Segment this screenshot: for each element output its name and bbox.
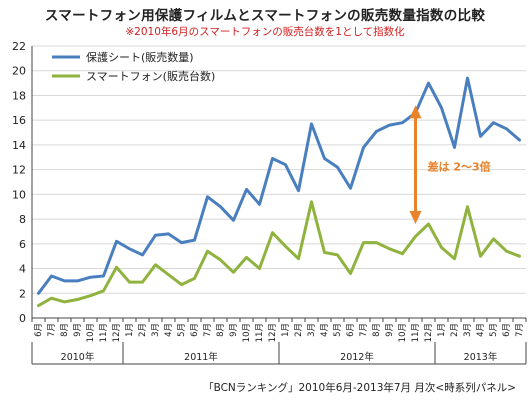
x-tick-label: 2月 bbox=[294, 323, 304, 337]
x-tick-label: 9月 bbox=[229, 323, 239, 337]
y-tick-label: 2 bbox=[19, 287, 26, 300]
y-tick-label: 4 bbox=[19, 263, 26, 276]
x-tick-label: 10月 bbox=[242, 323, 252, 342]
x-tick-label: 5月 bbox=[489, 323, 499, 337]
series-line-1 bbox=[37, 200, 521, 308]
x-tick-label: 3月 bbox=[463, 323, 473, 337]
x-tick-label: 11月 bbox=[411, 323, 421, 342]
x-tick-label: 4月 bbox=[476, 323, 486, 337]
x-tick-label: 6月 bbox=[190, 323, 200, 337]
x-tick-label: 9月 bbox=[73, 323, 83, 337]
x-tick-label: 8月 bbox=[216, 323, 226, 337]
x-tick-label: 10月 bbox=[86, 323, 96, 342]
x-tick-label: 1月 bbox=[437, 323, 447, 337]
x-tick-label: 4月 bbox=[320, 323, 330, 337]
year-label: 2013年 bbox=[464, 351, 498, 363]
chart-subtitle: ※2010年6月のスマートフォンの販売台数を1として指数化 bbox=[125, 26, 405, 38]
y-tick-label: 22 bbox=[12, 40, 26, 53]
x-tick-label: 12月 bbox=[268, 323, 278, 342]
legend-label: スマートフォン(販売台数) bbox=[86, 69, 215, 83]
y-tick-label: 14 bbox=[12, 139, 26, 152]
y-tick-label: 8 bbox=[19, 213, 26, 226]
x-tick-label: 6月 bbox=[502, 323, 512, 337]
x-tick-label: 7月 bbox=[359, 323, 369, 337]
x-tick-label: 8月 bbox=[60, 323, 70, 337]
x-tick-label: 5月 bbox=[333, 323, 343, 337]
x-tick-label: 12月 bbox=[112, 323, 122, 342]
annotation-arrow-head-up bbox=[409, 105, 422, 119]
year-label: 2012年 bbox=[340, 351, 374, 363]
x-tick-label: 2月 bbox=[138, 323, 148, 337]
year-label: 2011年 bbox=[184, 351, 218, 363]
x-tick-label: 12月 bbox=[424, 323, 434, 342]
x-tick-label: 7月 bbox=[203, 323, 213, 337]
source-note: 「BCNランキング」2010年6月-2013年7月 月次<時系列パネル> bbox=[203, 382, 516, 394]
x-tick-label: 1月 bbox=[125, 323, 135, 337]
x-tick-label: 11月 bbox=[99, 323, 109, 342]
y-tick-label: 0 bbox=[19, 312, 26, 325]
annotation-label: 差は 2〜3倍 bbox=[428, 160, 491, 174]
chart-title: スマートフォン用保護フィルムとスマートフォンの販売数量指数の比較 bbox=[44, 8, 486, 24]
x-tick-label: 1月 bbox=[281, 323, 291, 337]
y-tick-label: 20 bbox=[12, 65, 26, 78]
x-tick-label: 6月 bbox=[34, 323, 44, 337]
legend-label: 保護シート(販売数量) bbox=[86, 50, 194, 64]
x-tick-label: 7月 bbox=[47, 323, 57, 337]
x-tick-label: 3月 bbox=[307, 323, 317, 337]
x-tick-label: 11月 bbox=[255, 323, 265, 342]
y-tick-label: 6 bbox=[19, 238, 26, 251]
annotation-arrow-head-down bbox=[409, 211, 422, 225]
x-tick-label: 9月 bbox=[385, 323, 395, 337]
x-tick-label: 10月 bbox=[398, 323, 408, 342]
x-tick-label: 7月 bbox=[515, 323, 525, 337]
y-tick-label: 10 bbox=[12, 188, 26, 201]
series-line-2 bbox=[37, 76, 521, 295]
y-tick-label: 16 bbox=[12, 114, 26, 127]
x-tick-label: 2月 bbox=[450, 323, 460, 337]
x-tick-label: 4月 bbox=[164, 323, 174, 337]
x-tick-label: 3月 bbox=[151, 323, 161, 337]
y-tick-label: 12 bbox=[12, 164, 26, 177]
x-tick-label: 8月 bbox=[372, 323, 382, 337]
year-label: 2010年 bbox=[61, 351, 95, 363]
x-tick-label: 5月 bbox=[177, 323, 187, 337]
y-tick-label: 18 bbox=[12, 89, 26, 102]
x-tick-label: 6月 bbox=[346, 323, 356, 337]
